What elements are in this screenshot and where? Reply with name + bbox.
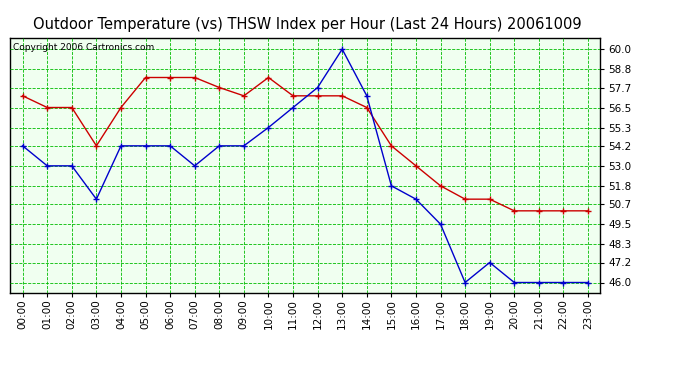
Text: Outdoor Temperature (vs) THSW Index per Hour (Last 24 Hours) 20061009: Outdoor Temperature (vs) THSW Index per …: [32, 17, 582, 32]
Text: Copyright 2006 Cartronics.com: Copyright 2006 Cartronics.com: [13, 43, 155, 52]
